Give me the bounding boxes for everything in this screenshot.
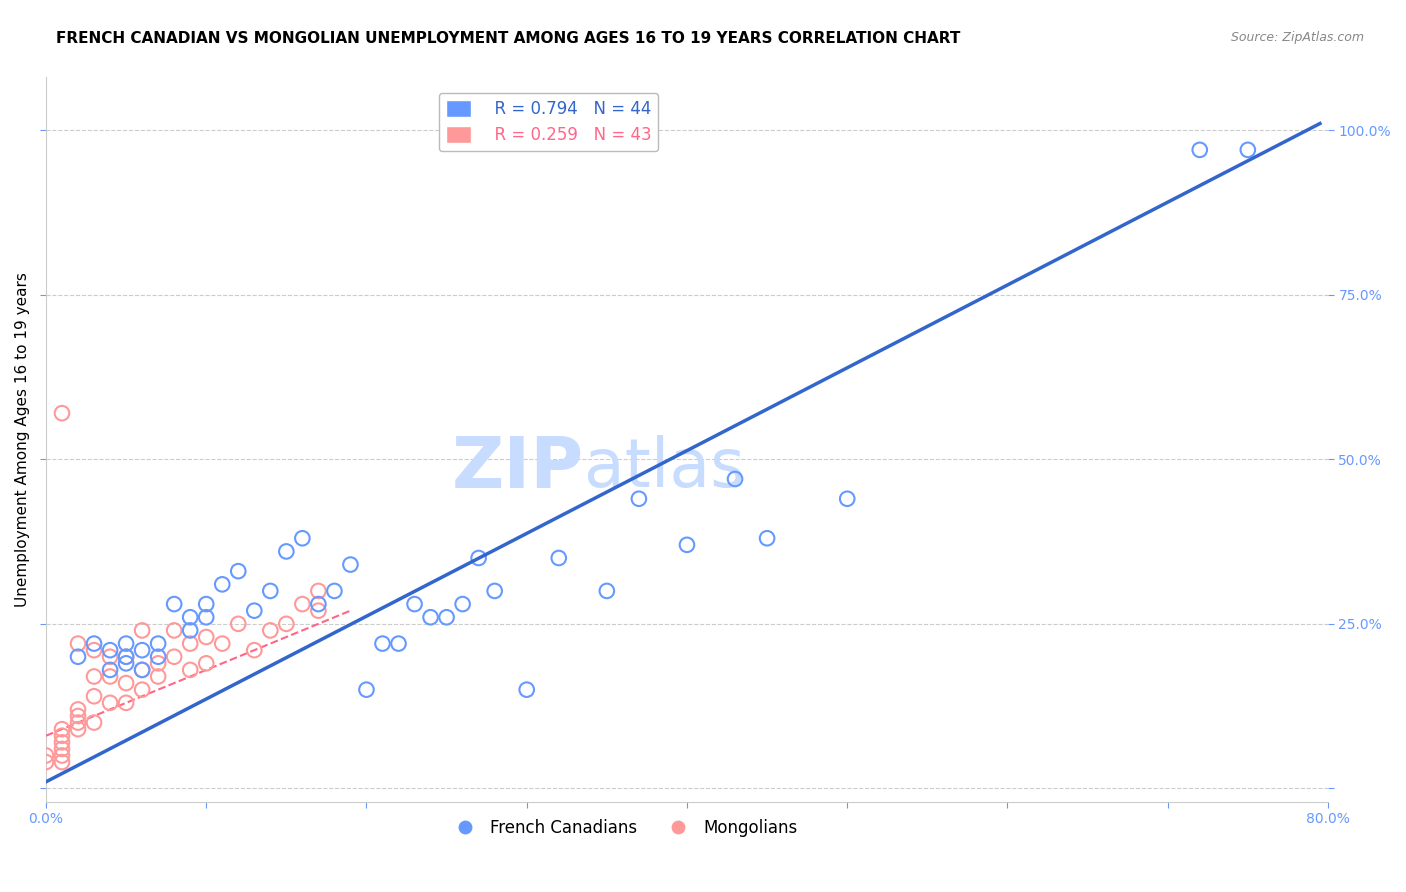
Point: [51, 722, 73, 736]
Point: [226, 564, 249, 578]
Point: [163, 624, 186, 638]
Point: [146, 657, 169, 671]
Point: [66, 649, 89, 664]
Point: [98, 696, 121, 710]
Point: [115, 649, 138, 664]
Point: [51, 742, 73, 756]
Point: [51, 729, 73, 743]
Point: [115, 696, 138, 710]
Point: [179, 610, 201, 624]
Point: [291, 597, 314, 611]
Point: [115, 657, 138, 671]
Point: [146, 637, 169, 651]
Point: [451, 597, 474, 611]
Point: [307, 604, 329, 618]
Point: [146, 669, 169, 683]
Point: [307, 583, 329, 598]
Point: [83, 715, 105, 730]
Point: [276, 544, 298, 558]
Point: [226, 616, 249, 631]
Point: [323, 583, 346, 598]
Point: [115, 637, 138, 651]
Point: [837, 491, 859, 506]
Point: [436, 610, 458, 624]
Point: [195, 610, 218, 624]
Point: [98, 663, 121, 677]
Point: [131, 663, 153, 677]
Point: [1188, 143, 1211, 157]
Point: [339, 558, 361, 572]
Point: [419, 610, 441, 624]
Point: [676, 538, 699, 552]
Point: [131, 682, 153, 697]
Point: [66, 637, 89, 651]
Point: [35, 748, 58, 763]
Point: [627, 491, 650, 506]
Point: [83, 637, 105, 651]
Legend: French Canadians, Mongolians: French Canadians, Mongolians: [441, 813, 804, 844]
Point: [83, 643, 105, 657]
Point: [131, 624, 153, 638]
Point: [756, 531, 779, 545]
Point: [259, 583, 281, 598]
Point: [115, 676, 138, 690]
Point: [243, 643, 266, 657]
Point: [51, 748, 73, 763]
Point: [179, 624, 201, 638]
Point: [195, 597, 218, 611]
Point: [356, 682, 378, 697]
Point: [163, 597, 186, 611]
Point: [371, 637, 394, 651]
Point: [596, 583, 619, 598]
Y-axis label: Unemployment Among Ages 16 to 19 years: Unemployment Among Ages 16 to 19 years: [15, 272, 30, 607]
Point: [211, 577, 233, 591]
Point: [195, 657, 218, 671]
Point: [83, 669, 105, 683]
Point: [404, 597, 426, 611]
Point: [51, 755, 73, 769]
Point: [243, 604, 266, 618]
Point: [51, 406, 73, 420]
Point: [35, 755, 58, 769]
Point: [51, 735, 73, 749]
Point: [66, 702, 89, 716]
Point: [307, 597, 329, 611]
Point: [98, 643, 121, 657]
Point: [98, 649, 121, 664]
Point: [547, 551, 569, 566]
Point: [276, 616, 298, 631]
Point: [146, 649, 169, 664]
Point: [387, 637, 409, 651]
Point: [66, 715, 89, 730]
Text: Source: ZipAtlas.com: Source: ZipAtlas.com: [1230, 31, 1364, 45]
Text: ZIP: ZIP: [453, 434, 585, 503]
Point: [83, 690, 105, 704]
Point: [131, 663, 153, 677]
Point: [163, 649, 186, 664]
Text: FRENCH CANADIAN VS MONGOLIAN UNEMPLOYMENT AMONG AGES 16 TO 19 YEARS CORRELATION : FRENCH CANADIAN VS MONGOLIAN UNEMPLOYMEN…: [56, 31, 960, 46]
Point: [179, 663, 201, 677]
Point: [131, 643, 153, 657]
Point: [484, 583, 506, 598]
Point: [195, 630, 218, 644]
Point: [98, 669, 121, 683]
Point: [1237, 143, 1260, 157]
Point: [724, 472, 747, 486]
Point: [259, 624, 281, 638]
Point: [66, 709, 89, 723]
Point: [211, 637, 233, 651]
Point: [66, 722, 89, 736]
Point: [179, 637, 201, 651]
Point: [115, 649, 138, 664]
Point: [291, 531, 314, 545]
Text: atlas: atlas: [585, 435, 745, 501]
Point: [467, 551, 489, 566]
Point: [516, 682, 538, 697]
